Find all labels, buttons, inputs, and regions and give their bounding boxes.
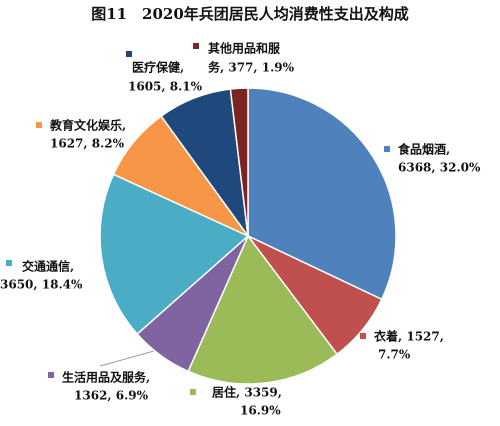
legend-marker: [36, 122, 42, 128]
slice-label: 16.9%: [240, 404, 281, 418]
legend-marker: [384, 146, 390, 152]
slice-label: 食品烟酒,: [397, 142, 450, 157]
slice-label: 生活用品及服务,: [62, 370, 150, 385]
pie-slice: [229, 87, 249, 237]
slice-label: 1627, 8.2%: [50, 137, 125, 151]
slice-label: 1362, 6.9%: [74, 389, 149, 403]
slice-label: 医疗保健,: [132, 60, 184, 75]
slice-label: 6368, 32.0%: [398, 161, 481, 175]
legend-marker: [48, 372, 54, 378]
legend-marker: [190, 389, 196, 395]
legend-marker: [126, 51, 132, 57]
pie-slice: [187, 234, 339, 385]
legend-marker: [6, 260, 12, 266]
slice-label: 3650, 18.4%: [0, 278, 83, 292]
slice-label: 1605, 8.1%: [128, 80, 203, 94]
slice-label: 居住, 3359,: [212, 385, 282, 400]
slice-label: 务, 377, 1.9%: [208, 60, 295, 75]
slice-label: 教育文化娱乐,: [49, 118, 126, 133]
chart-title: 图11 2020年兵团居民人均消费性支出及构成: [91, 5, 409, 23]
legend-marker: [360, 333, 366, 339]
slice-label: 交通通信,: [22, 259, 74, 274]
slice-label: 7.7%: [378, 348, 411, 362]
legend-marker: [193, 43, 199, 49]
slice-label: 衣着, 1527,: [374, 329, 444, 344]
pie-slice: [247, 87, 397, 301]
pie-slice: [99, 173, 250, 336]
slice-label: 其他用品和服: [208, 41, 281, 56]
